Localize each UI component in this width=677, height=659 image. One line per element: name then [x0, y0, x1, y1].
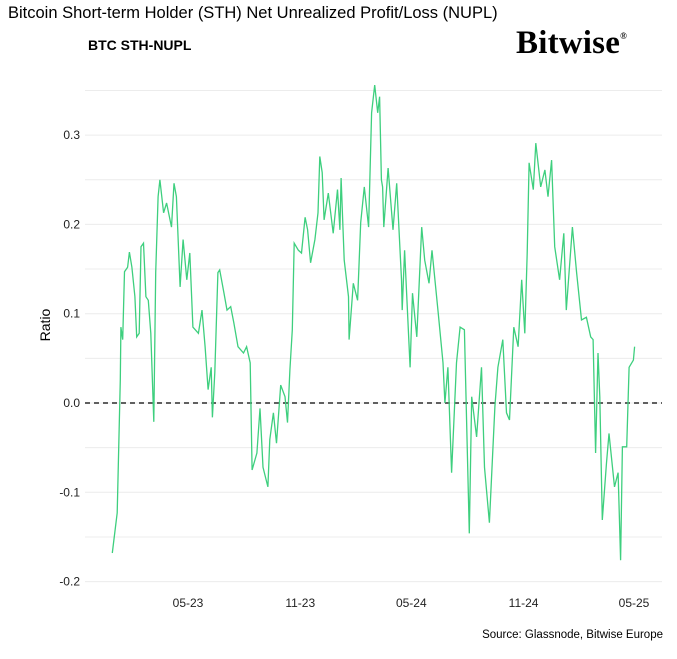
series-line	[111, 85, 636, 561]
y-tick-label: 0.2	[63, 217, 80, 231]
y-tick-label: 0.1	[63, 307, 80, 321]
y-tick-label: -0.1	[59, 485, 80, 499]
source-note: Source: Glassnode, Bitwise Europe	[482, 629, 663, 641]
y-axis: -0.2 -0.1 0.0 0.1 0.2 0.3	[59, 128, 80, 588]
x-axis: 05-23 11-23 05-24 11-24 05-25	[173, 596, 650, 610]
y-axis-label: Ratio	[37, 308, 53, 341]
x-tick-label: 05-25	[619, 596, 650, 610]
x-tick-label: 05-23	[173, 596, 204, 610]
y-tick-label: -0.2	[59, 575, 80, 589]
y-tick-label: 0.3	[63, 128, 80, 142]
bitwise-logo: Bitwise®	[516, 25, 627, 62]
x-tick-label: 05-24	[396, 596, 427, 610]
chart-title: Bitcoin Short-term Holder (STH) Net Unre…	[8, 4, 498, 22]
x-tick-label: 11-24	[509, 596, 539, 610]
x-tick-label: 11-23	[285, 596, 315, 610]
y-tick-label: 0.0	[63, 396, 80, 410]
chart-subtitle: BTC STH-NUPL	[88, 37, 192, 53]
logo-text: Bitwise	[516, 25, 621, 61]
registered-mark-icon: ®	[620, 31, 627, 41]
gridlines	[85, 89, 662, 583]
